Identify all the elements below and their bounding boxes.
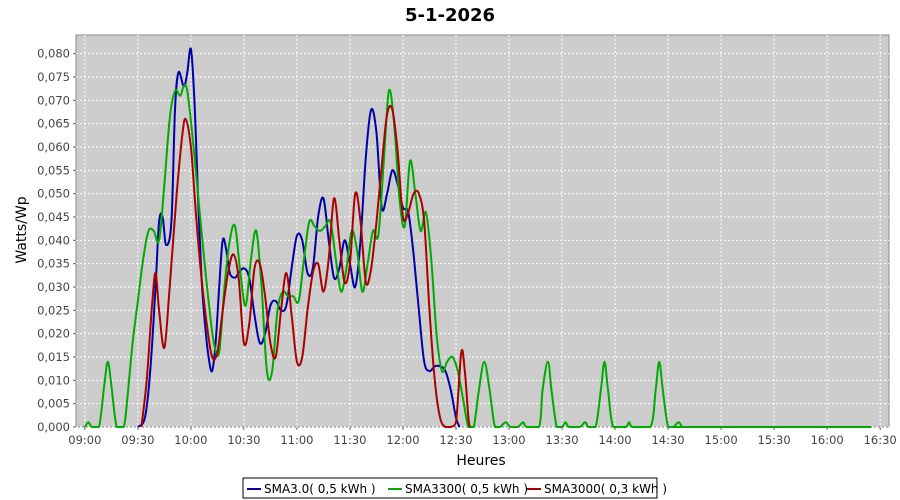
y-tick-label: 0,045 xyxy=(37,210,70,224)
series-group xyxy=(83,47,872,429)
y-tick-label: 0,065 xyxy=(37,117,70,131)
x-tick-label: 12:30 xyxy=(439,433,472,447)
x-tick-label: 09:30 xyxy=(121,433,154,447)
y-tick-labels: 0,000 0,005 0,010 0,015 0,020 0,025 0,030 0,035… xyxy=(37,47,70,434)
x-tick-label: 11:00 xyxy=(280,433,313,447)
y-tick-label: 0,060 xyxy=(37,140,70,154)
y-tick-label: 0,080 xyxy=(37,47,70,61)
y-tick-label: 0,055 xyxy=(37,163,70,177)
x-tick-label: 12:00 xyxy=(386,433,419,447)
y-tick-label: 0,020 xyxy=(37,327,70,341)
x-tick-label: 16:30 xyxy=(864,433,897,447)
x-tick-label: 15:30 xyxy=(758,433,791,447)
x-tick-label: 15:00 xyxy=(705,433,738,447)
chart-title: 5-1-2026 xyxy=(405,5,495,26)
y-tick-label: 0,025 xyxy=(37,303,70,317)
y-tick-label: 0,015 xyxy=(37,350,70,364)
y-axis-label: Watts/Wp xyxy=(14,196,30,263)
y-tick-label: 0,050 xyxy=(37,187,70,201)
x-tick-label: 14:30 xyxy=(651,433,684,447)
legend-item-label: SMA3300( 0,5 kWh ) xyxy=(405,482,528,496)
legend-box xyxy=(242,477,658,499)
y-tick-label: 0,075 xyxy=(37,70,70,84)
x-axis-label: Heures xyxy=(456,453,505,469)
series-line-1 xyxy=(83,84,872,429)
y-tick-label: 0,035 xyxy=(37,257,70,271)
y-tick-label: 0,040 xyxy=(37,233,70,247)
x-tick-label: 10:00 xyxy=(174,433,207,447)
y-tick-label: 0,010 xyxy=(37,373,70,387)
x-tick-label: 16:00 xyxy=(811,433,844,447)
y-tick-label: 0,030 xyxy=(37,280,70,294)
x-tick-label: 09:00 xyxy=(68,433,101,447)
y-tick-label: 0,070 xyxy=(37,93,70,107)
legend-item-label: SMA3.0( 0,5 kWh ) xyxy=(264,482,376,496)
x-tick-label: 13:30 xyxy=(545,433,578,447)
x-tick-label: 11:30 xyxy=(333,433,366,447)
y-tick-label: 0,005 xyxy=(37,397,70,411)
x-tick-label: 14:00 xyxy=(598,433,631,447)
x-tick-label: 10:30 xyxy=(227,433,260,447)
series-line-2 xyxy=(140,104,472,428)
legend: SMA3.0( 0,5 kWh ) SMA3300( 0,5 kWh ) SMA30… xyxy=(242,477,667,499)
y-tick-label: 0,000 xyxy=(37,420,70,434)
x-tick-labels: 09:00 09:30 10:00 10:30 11:00 11:30 12:00 12:30… xyxy=(68,433,896,447)
x-tick-label: 13:00 xyxy=(492,433,525,447)
legend-item-label: SMA3000( 0,3 kWh ) xyxy=(544,482,667,496)
axes xyxy=(73,53,881,430)
